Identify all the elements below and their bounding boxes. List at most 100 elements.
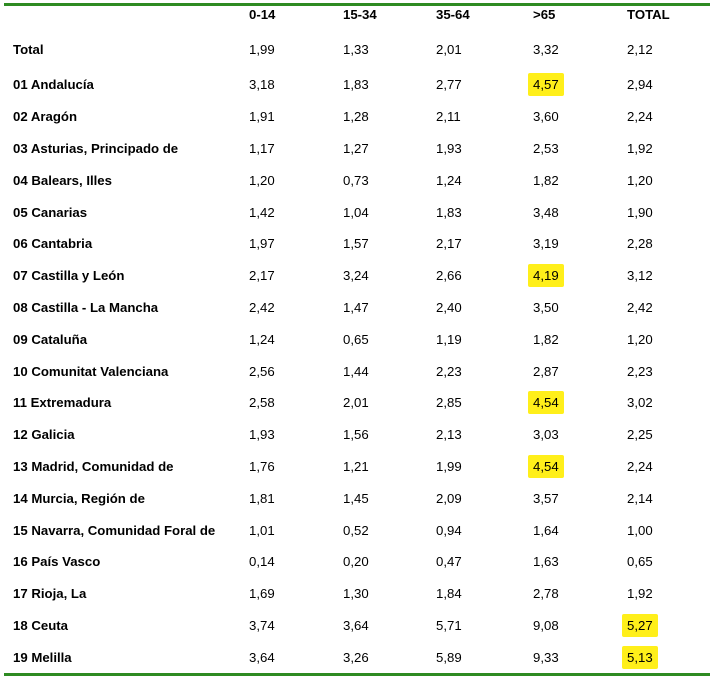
value-cell: 9,33 [533, 641, 627, 673]
value-cell: 1,84 [436, 578, 533, 610]
cell-value: 1,01 [249, 522, 275, 538]
cell-value: 1,20 [627, 172, 653, 188]
table-row: 15 Navarra, Comunidad Foral de 1,01 0,52 0,… [4, 514, 710, 546]
cell-value: 1,82 [533, 172, 559, 188]
cell-value: 0,65 [343, 331, 369, 347]
cell-value: 9,33 [533, 649, 559, 665]
cell-value: 1,81 [249, 490, 275, 506]
cell-value: 2,78 [533, 586, 559, 602]
cell-value: 2,09 [436, 490, 462, 506]
cell-value: 1,44 [343, 363, 369, 379]
top-rule [4, 3, 710, 6]
table-row: 16 País Vasco 0,14 0,20 0,47 1,63 0,65 [4, 546, 710, 578]
value-cell: 0,65 [627, 546, 710, 578]
value-cell: 2,11 [436, 101, 533, 133]
value-cell: 2,66 [436, 260, 533, 292]
cell-value: 1,93 [436, 140, 462, 156]
value-cell: 2,17 [436, 228, 533, 260]
value-cell: 1,99 [436, 451, 533, 483]
value-cell: 5,27 [622, 610, 710, 642]
cell-value: 1,84 [436, 586, 462, 602]
cell-value: 1,82 [533, 331, 559, 347]
value-cell: 3,48 [533, 196, 627, 228]
value-cell: 2,09 [436, 482, 533, 514]
cell-value: 1,27 [343, 140, 369, 156]
cell-value: 2,42 [627, 299, 653, 315]
cell-value: 2,94 [627, 77, 653, 93]
cell-value: 9,08 [533, 617, 559, 633]
value-cell: 0,94 [436, 514, 533, 546]
value-cell: 3,26 [343, 641, 436, 673]
region-name: 02 Aragón [13, 109, 77, 125]
cell-value: 1,24 [436, 172, 462, 188]
cell-value: 2,23 [436, 363, 462, 379]
region-name: 13 Madrid, Comunidad de [13, 458, 174, 474]
cell-value: 2,77 [436, 77, 462, 93]
cell-value: 3,57 [533, 490, 559, 506]
cell-value: 2,12 [627, 41, 653, 57]
value-cell: 4,57 [528, 69, 627, 101]
region-name: 19 Melilla [13, 649, 72, 665]
value-cell: 1,83 [343, 69, 436, 101]
cell-value: 1,83 [436, 204, 462, 220]
cell-value: 1,47 [343, 299, 369, 315]
value-cell: 3,18 [249, 69, 343, 101]
cell-value: 1,99 [249, 41, 275, 57]
table-body: Total 1,99 1,33 2,01 3,32 2,12 01 Andalucía 3,1… [4, 28, 710, 673]
cell-value: 1,83 [343, 77, 369, 93]
column-header: 15-34 [343, 7, 377, 22]
value-cell: 3,50 [533, 292, 627, 324]
value-cell: 2,01 [343, 387, 436, 419]
value-cell: 2,87 [533, 355, 627, 387]
region-name: 16 País Vasco [13, 554, 101, 570]
table-row: 13 Madrid, Comunidad de 1,76 1,21 1,99 4,54 2… [4, 451, 710, 483]
cell-value: 1,42 [249, 204, 275, 220]
cell-value: 0,94 [436, 522, 462, 538]
cell-value: 3,60 [533, 109, 559, 125]
cell-value: 1,20 [249, 172, 275, 188]
cell-value: 1,21 [343, 458, 369, 474]
value-cell: 1,57 [343, 228, 436, 260]
cell-value: 2,01 [343, 395, 369, 411]
cell-value: 2,58 [249, 395, 275, 411]
value-cell: 2,85 [436, 387, 533, 419]
value-cell: 4,54 [528, 387, 627, 419]
highlighted-value: 4,19 [528, 264, 564, 288]
value-cell: 1,69 [249, 578, 343, 610]
value-cell: 1,56 [343, 419, 436, 451]
value-cell: 1,44 [343, 355, 436, 387]
cell-value: 2,23 [627, 363, 653, 379]
value-cell: 1,33 [343, 28, 436, 69]
cell-value: 1,92 [627, 140, 653, 156]
cell-value: 2,85 [436, 395, 462, 411]
value-cell: 3,64 [249, 641, 343, 673]
cell-value: 1,90 [627, 204, 653, 220]
region-name: 06 Cantabria [13, 236, 93, 252]
cell-value: 2,17 [436, 236, 462, 252]
value-cell: 1,20 [249, 164, 343, 196]
value-cell: 1,01 [249, 514, 343, 546]
region-name: 18 Ceuta [13, 617, 68, 633]
value-cell: 2,40 [436, 292, 533, 324]
cell-value: 2,42 [249, 299, 275, 315]
column-header: 35-64 [436, 7, 470, 22]
table-row: 11 Extremadura 2,58 2,01 2,85 4,54 3,02 [4, 387, 710, 419]
cell-value: 0,65 [627, 554, 653, 570]
cell-value: 2,53 [533, 140, 559, 156]
value-cell: 1,28 [343, 101, 436, 133]
table-row: 08 Castilla - La Mancha 2,42 1,47 2,40 3,50 2… [4, 292, 710, 324]
cell-value: 1,97 [249, 236, 275, 252]
value-cell: 4,54 [528, 451, 627, 483]
cell-value: 2,28 [627, 236, 653, 252]
value-cell: 1,83 [436, 196, 533, 228]
value-cell: 0,73 [343, 164, 436, 196]
column-header [4, 6, 249, 28]
value-cell: 3,64 [343, 610, 436, 642]
value-cell: 3,19 [533, 228, 627, 260]
value-cell: 2,24 [627, 101, 710, 133]
highlighted-value: 4,57 [528, 73, 564, 97]
value-cell: 2,94 [627, 69, 710, 101]
cell-value: 0,47 [436, 554, 462, 570]
region-name: 07 Castilla y León [13, 268, 125, 284]
cell-value: 3,02 [627, 395, 653, 411]
